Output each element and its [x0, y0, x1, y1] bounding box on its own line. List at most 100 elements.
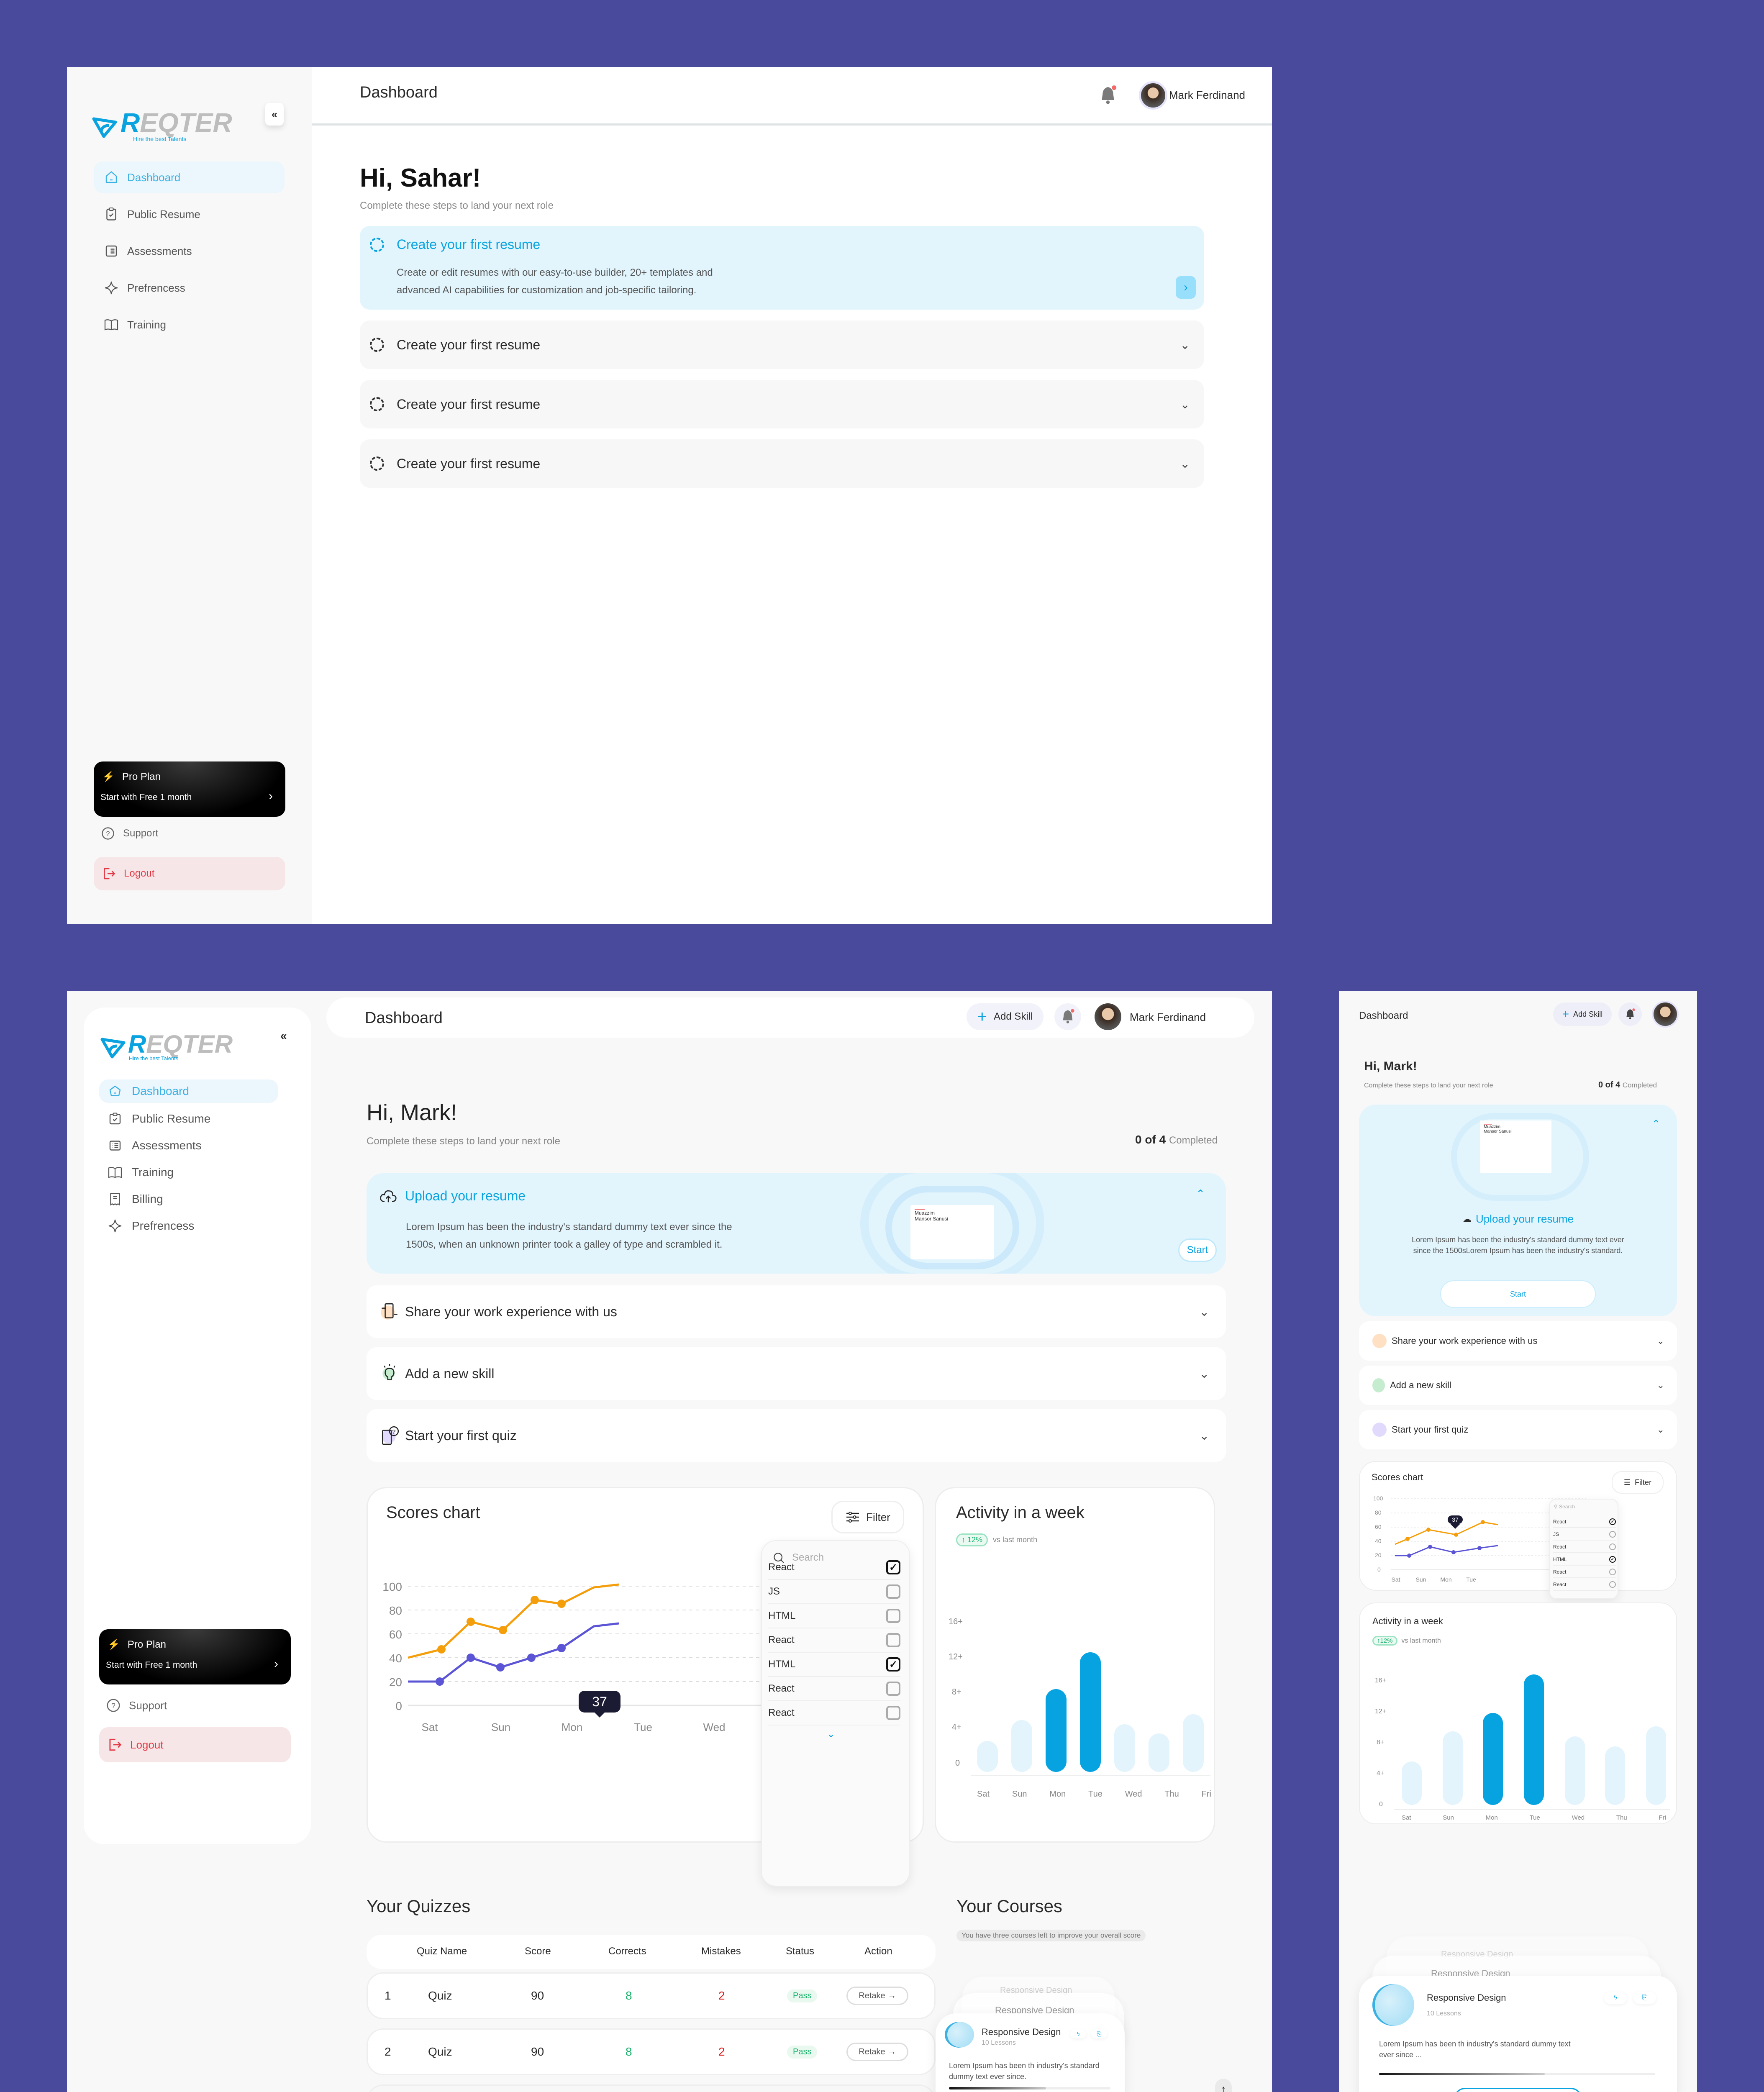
start-button[interactable]: Start	[1440, 1280, 1596, 1308]
chevron-down-icon: ⌄	[1199, 1305, 1209, 1318]
collapse-sidebar-button[interactable]: «	[280, 1029, 287, 1042]
chevron-up-icon[interactable]: ⌃	[1651, 1118, 1660, 1130]
logout-button[interactable]: Logout	[99, 1727, 291, 1762]
start-button[interactable]: Start	[1178, 1238, 1217, 1262]
sidebar-item-dashboard[interactable]: Dashboard	[94, 162, 285, 193]
bar-mon[interactable]	[1483, 1713, 1503, 1805]
filter-option[interactable]: JS	[768, 1580, 900, 1604]
scroll-up-button[interactable]: ↑	[1215, 2079, 1232, 2092]
filter-option[interactable]: React	[768, 1701, 900, 1725]
step-row-add-skill[interactable]: Add a new skill ⌄	[367, 1347, 1226, 1400]
bar-tue[interactable]	[1080, 1652, 1101, 1772]
bar-sat[interactable]	[977, 1741, 998, 1772]
sidebar-item-billing[interactable]: Billing	[99, 1187, 278, 1211]
pro-plan-card[interactable]: ⚡ Pro Plan Start with Free 1 month ›	[99, 1629, 291, 1684]
bar-fri[interactable]	[1646, 1726, 1666, 1805]
sidebar-item-preferences[interactable]: Prefrencess	[94, 272, 285, 304]
avatar[interactable]	[1095, 1003, 1121, 1030]
filter-button[interactable]: Filter	[831, 1501, 904, 1533]
retake-button[interactable]: Retake →	[846, 2043, 908, 2061]
bar-sun[interactable]	[1443, 1731, 1463, 1805]
support-link[interactable]: ? Support	[100, 820, 158, 847]
sidebar-item-assessments[interactable]: Assessments	[94, 235, 285, 267]
lightning-button[interactable]: ϟ	[1604, 1992, 1627, 2004]
user-name[interactable]: Mark Ferdinand	[1169, 89, 1245, 101]
bar-wed[interactable]	[1565, 1736, 1585, 1805]
go-to-course-button[interactable]: Go To Course	[1454, 2088, 1582, 2092]
sidebar-item-preferences[interactable]: Prefrencess	[99, 1214, 278, 1238]
chevron-right-icon: ›	[269, 789, 273, 803]
help-circle-icon: ?	[105, 1697, 121, 1713]
sidebar-item-dashboard[interactable]: Dashboard	[99, 1079, 278, 1103]
bar-sun[interactable]	[1011, 1720, 1032, 1772]
add-skill-button[interactable]: + Add Skill	[1553, 1002, 1612, 1026]
logout-icon	[101, 866, 116, 881]
bar-mon[interactable]	[1046, 1689, 1067, 1772]
avatar[interactable]	[1652, 1001, 1679, 1028]
step-row[interactable]: Create your first resume ⌄	[360, 320, 1204, 369]
chevron-down-icon[interactable]: ⌄	[827, 1728, 836, 1740]
chevron-down-icon: ⌄	[1180, 397, 1190, 411]
step-next-button[interactable]: ›	[1176, 276, 1196, 299]
filter-option[interactable]: JS	[1553, 1529, 1616, 1541]
document-sparkle-button[interactable]: ⎘	[1633, 1992, 1656, 2004]
filter-button[interactable]: ☰ Filter	[1612, 1471, 1664, 1494]
step-row-add-skill[interactable]: Add a new skill ⌄	[1359, 1366, 1677, 1405]
filter-option[interactable]: HTML ✓	[1553, 1554, 1616, 1566]
filter-option[interactable]: HTML ✓	[768, 1653, 900, 1677]
sidebar-item-public-resume[interactable]: Public Resume	[94, 198, 285, 230]
step-row-first-quiz[interactable]: Start your first quiz ⌄	[1359, 1410, 1677, 1449]
sidebar-item-public-resume[interactable]: Public Resume	[99, 1107, 278, 1131]
sidebar-item-assessments[interactable]: Assessments	[99, 1134, 278, 1157]
clipboard-check-icon	[108, 1111, 123, 1126]
filter-option[interactable]: React	[1553, 1566, 1616, 1578]
greeting: Hi, Sahar!	[360, 164, 481, 192]
filter-option[interactable]: React ✓	[1553, 1516, 1616, 1528]
course-card: Responsive Design 10 Lessons ϟ ⎘ Lorem I…	[1359, 1976, 1677, 2092]
svg-text:Sat: Sat	[1391, 1576, 1400, 1583]
collapse-sidebar-button[interactable]: «	[265, 103, 284, 126]
bar-wed[interactable]	[1114, 1724, 1135, 1772]
filter-option[interactable]: HTML	[768, 1604, 900, 1628]
svg-text:100: 100	[382, 1580, 402, 1593]
notification-bell-button[interactable]	[1054, 1003, 1081, 1030]
filter-option[interactable]: React	[1553, 1579, 1616, 1591]
lightning-button[interactable]: ϟ	[1070, 2029, 1086, 2038]
sidebar-item-training[interactable]: Training	[99, 1161, 278, 1184]
bar-fri[interactable]	[1183, 1714, 1204, 1772]
bar-thu[interactable]	[1605, 1746, 1625, 1805]
step-row[interactable]: Create your first resume ⌄	[360, 439, 1204, 488]
bar-sat[interactable]	[1402, 1761, 1422, 1805]
filter-option[interactable]: React	[768, 1677, 900, 1701]
notification-bell-button[interactable]	[1618, 1002, 1642, 1026]
filter-option[interactable]: React ✓	[768, 1556, 900, 1580]
retake-button[interactable]: Retake →	[846, 1987, 908, 2005]
list-icon	[108, 1138, 123, 1153]
svg-text:?: ?	[111, 1701, 115, 1710]
sidebar-item-training[interactable]: Training	[94, 309, 285, 341]
step-row-work-experience[interactable]: Share your work experience with us ⌄	[367, 1285, 1226, 1338]
bar-thu[interactable]	[1149, 1733, 1169, 1772]
filter-option[interactable]: React	[1553, 1541, 1616, 1553]
filter-search-input[interactable]: Search	[772, 1551, 824, 1564]
step-row-work-experience[interactable]: Share your work experience with us ⌄	[1359, 1321, 1677, 1361]
filter-search-input[interactable]: ⚲ Search	[1554, 1504, 1575, 1510]
step-upload-resume-expanded[interactable]: Muazzim Mansor Sanusi ⌃ ☁ Upload your resu…	[1359, 1105, 1677, 1316]
step-row[interactable]: Create your first resume ⌄	[360, 380, 1204, 428]
add-skill-button[interactable]: + Add Skill	[967, 1003, 1044, 1030]
bar-tue[interactable]	[1524, 1674, 1544, 1805]
chevron-up-icon[interactable]: ⌃	[1196, 1187, 1205, 1200]
pro-plan-card[interactable]: ⚡ Pro Plan Start with Free 1 month ›	[94, 761, 285, 817]
step-upload-resume-expanded[interactable]: Muazzim Mansor Sanusi Upload your resume …	[367, 1173, 1226, 1274]
filter-option[interactable]: React	[768, 1628, 900, 1653]
notification-bell-button[interactable]	[1099, 85, 1117, 106]
scores-chart-card: Scores chart ☰ Filter 100 80 60 40 20 0 Sat Sun…	[1359, 1461, 1677, 1599]
user-name[interactable]: Mark Ferdinand	[1130, 1011, 1206, 1023]
step-create-resume-expanded[interactable]: Create your first resume Create or edit …	[360, 226, 1204, 310]
resume-preview-rings: Muazzim Mansor Sanusi	[860, 1173, 1044, 1274]
step-row-first-quiz[interactable]: ? Start your first quiz ⌄	[367, 1409, 1226, 1462]
avatar[interactable]	[1139, 81, 1167, 110]
support-link[interactable]: ? Support	[105, 1692, 167, 1719]
logout-button[interactable]: Logout	[94, 857, 285, 890]
document-sparkle-button[interactable]: ⎘	[1091, 2029, 1107, 2038]
